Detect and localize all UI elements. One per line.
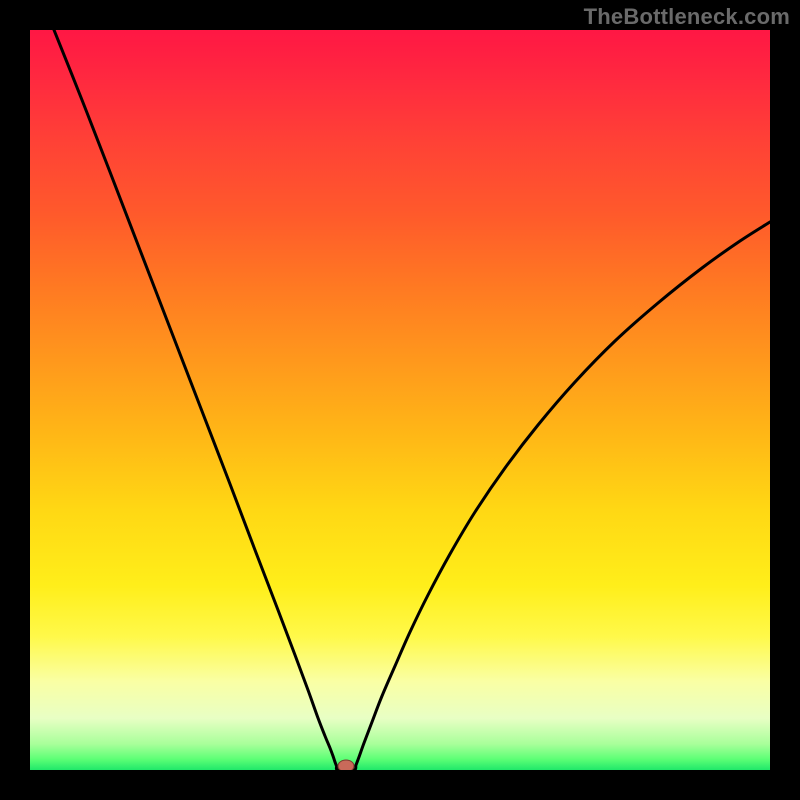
watermark-text: TheBottleneck.com <box>584 4 790 30</box>
optimal-point-marker <box>338 760 354 770</box>
gradient-background <box>30 30 770 770</box>
chart-frame: TheBottleneck.com <box>0 0 800 800</box>
plot-svg <box>30 30 770 770</box>
plot-area <box>30 30 770 770</box>
